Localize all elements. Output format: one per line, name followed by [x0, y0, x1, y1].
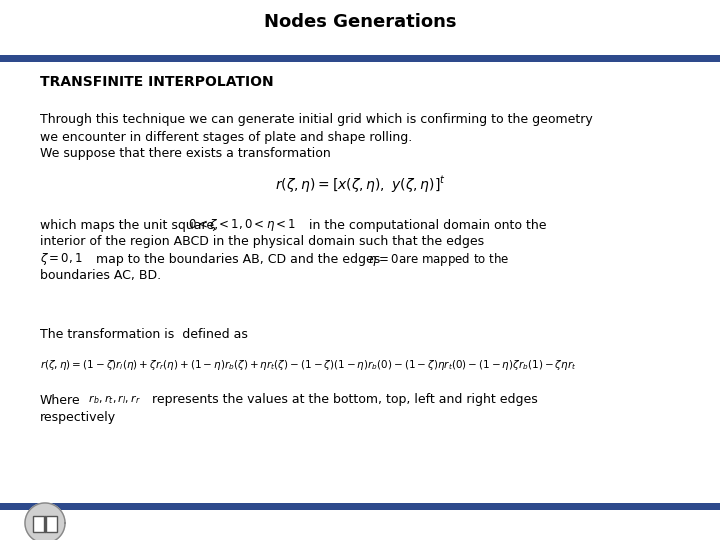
Text: $0<\zeta<1, 0<\eta<1$: $0<\zeta<1, 0<\eta<1$: [188, 217, 297, 233]
Text: $r(\zeta,\eta)=[x(\zeta,\eta),\ y(\zeta,\eta)]^t$: $r(\zeta,\eta)=[x(\zeta,\eta),\ y(\zeta,…: [274, 175, 446, 195]
Bar: [0, 503, 720, 510]
Text: represents the values at the bottom, top, left and right edges: represents the values at the bottom, top…: [140, 394, 538, 407]
Text: interior of the region ABCD in the physical domain such that the edges: interior of the region ABCD in the physi…: [40, 235, 484, 248]
Text: We suppose that there exists a transformation: We suppose that there exists a transform…: [40, 147, 330, 160]
Text: which maps the unit square,: which maps the unit square,: [40, 219, 218, 232]
Text: TRANSFINITE INTERPOLATION: TRANSFINITE INTERPOLATION: [40, 75, 274, 89]
Text: $r_b, r_t, r_l, r_r$: $r_b, r_t, r_l, r_r$: [78, 394, 140, 407]
Text: we encounter in different stages of plate and shape rolling.: we encounter in different stages of plat…: [40, 131, 413, 144]
Bar: [46, 516, 57, 532]
Bar: [33, 516, 44, 532]
Text: respectively: respectively: [40, 410, 116, 423]
Text: Where: Where: [40, 394, 81, 407]
Text: Through this technique we can generate initial grid which is confirming to the g: Through this technique we can generate i…: [40, 113, 593, 126]
Text: Nodes Generations: Nodes Generations: [264, 13, 456, 31]
Text: in the computational domain onto the: in the computational domain onto the: [305, 219, 546, 232]
Bar: [0, 55, 720, 62]
Text: map to the boundaries AB, CD and the edges: map to the boundaries AB, CD and the edg…: [88, 253, 380, 266]
Text: $r(\zeta,\eta)=(1-\zeta)r_l(\eta)+\zeta r_r(\eta)+(1-\eta)r_b(\zeta)+\eta r_t(\z: $r(\zeta,\eta)=(1-\zeta)r_l(\eta)+\zeta …: [40, 358, 577, 372]
Text: $\eta=0$are mapped to the: $\eta=0$are mapped to the: [350, 251, 509, 267]
Text: The transformation is  defined as: The transformation is defined as: [40, 328, 248, 341]
Text: boundaries AC, BD.: boundaries AC, BD.: [40, 269, 161, 282]
Text: $\zeta=0,1$: $\zeta=0,1$: [40, 251, 83, 267]
Polygon shape: [25, 503, 65, 540]
